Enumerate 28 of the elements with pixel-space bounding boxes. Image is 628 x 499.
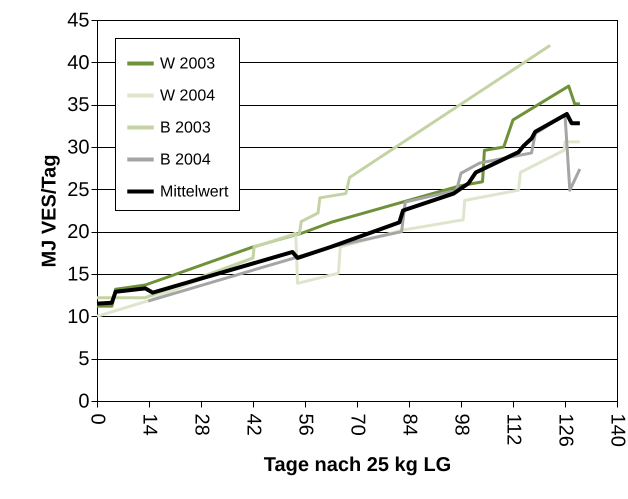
legend-label: W 2004 — [160, 88, 216, 104]
x-tick-label: 70 — [346, 414, 368, 436]
x-tick-label: 84 — [398, 414, 420, 436]
legend-label: B 2003 — [160, 120, 211, 136]
x-tick-label: 0 — [86, 414, 108, 425]
y-tick-label: 20 — [67, 221, 90, 244]
y-tick-label: 10 — [67, 306, 90, 328]
x-tick-label: 126 — [554, 414, 576, 447]
x-tick-label: 14 — [138, 414, 160, 436]
legend-label: B 2004 — [160, 152, 211, 168]
y-tick-label: 30 — [67, 136, 90, 158]
y-axis-title: MJ VES/Tag — [38, 154, 60, 268]
y-tick-label: 15 — [67, 264, 90, 286]
y-tick-label: 35 — [67, 94, 90, 116]
x-tick-label: 56 — [294, 414, 316, 436]
legend-label: W 2003 — [160, 56, 216, 72]
x-tick-label: 140 — [606, 414, 628, 447]
y-tick-label: 40 — [67, 52, 90, 74]
x-tick-label: 42 — [242, 414, 264, 436]
x-tick-label: 98 — [450, 414, 472, 436]
y-tick-label: 25 — [67, 178, 90, 201]
x-tick-label: 112 — [502, 414, 524, 446]
y-tick-label: 5 — [78, 348, 90, 370]
x-axis-title: Tage nach 25 kg LG — [264, 454, 452, 476]
x-tick-label: 28 — [190, 414, 212, 436]
y-tick-label: 0 — [78, 390, 90, 412]
y-tick-label: 45 — [67, 10, 90, 32]
legend-label: Mittelwert — [160, 184, 230, 200]
